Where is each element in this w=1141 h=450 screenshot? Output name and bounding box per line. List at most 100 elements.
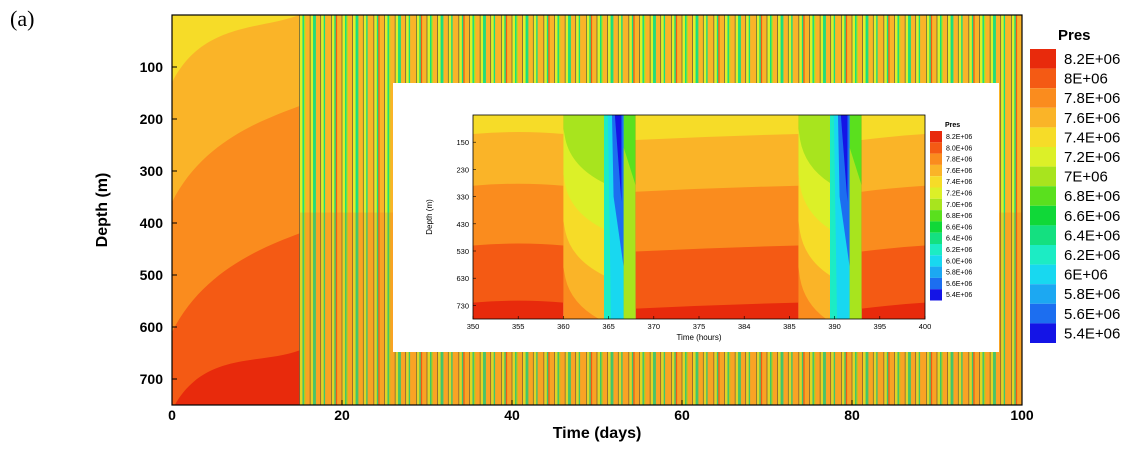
inset-y-tick-label: 430 <box>456 220 469 229</box>
main-stripe-mid <box>378 15 380 405</box>
main-plot-frame <box>171 14 1023 406</box>
inset-legend-swatch <box>930 244 942 256</box>
main-stripe-green <box>373 15 377 405</box>
inset-legend-swatch <box>930 176 942 188</box>
main-stripe-cyan <box>344 15 347 405</box>
main-stripe-cyan <box>1003 15 1006 405</box>
inset-y-ticks: 150 230 330 430 530 630 730 <box>456 138 476 310</box>
inset-y-axis-label: Depth (m) <box>425 199 434 235</box>
main-legend-swatch <box>1030 88 1056 108</box>
inset-legend-label: 6.8E+06 <box>946 213 972 220</box>
main-stripe-green <box>1011 15 1015 405</box>
main-legend-swatch <box>1030 225 1056 245</box>
main-stripe-mid <box>303 15 306 405</box>
main-y-tick-label: 100 <box>140 59 164 75</box>
main-x-tick-label: 0 <box>168 407 176 423</box>
inset-legend-label: 7.8E+06 <box>946 157 972 164</box>
inset-x-tick-label: 370 <box>648 322 661 331</box>
main-y-tick-label: 300 <box>140 163 164 179</box>
main-legend-label: 6.6E+06 <box>1064 208 1120 225</box>
inset-low-layer <box>830 115 838 319</box>
inset-x-tick-label: 385 <box>783 322 796 331</box>
inset-x-tick-label: 395 <box>874 322 887 331</box>
main-stripe-mid <box>388 15 391 405</box>
main-stripe-cyan <box>313 15 315 405</box>
inset-contour-field <box>473 115 925 319</box>
inset-legend-swatch <box>930 131 942 143</box>
main-stripe-cyan <box>387 15 389 405</box>
main-legend-label: 6.2E+06 <box>1064 247 1120 264</box>
main-stripe-green <box>352 15 356 405</box>
inset-trans-layer <box>563 115 605 183</box>
main-stripe-green <box>1000 15 1004 405</box>
main-legend-swatch <box>1030 166 1056 187</box>
inset-legend: Pres 8.2E+06 8.0E+06 7.8E+06 7.6E+06 7.4E+06… <box>930 122 972 301</box>
inset-y-tick-label: 630 <box>456 274 469 283</box>
inset-legend-label: 8.0E+06 <box>946 145 972 152</box>
inset-y-tick-label: 730 <box>456 301 469 310</box>
inset-legend-swatch <box>930 198 942 211</box>
inset-high-layer <box>635 115 799 141</box>
inset-y-tick-label: 230 <box>456 165 469 174</box>
main-y-tick-label: 400 <box>140 215 164 231</box>
main-x-ticks: 0 20 40 60 80 100 <box>168 400 1034 423</box>
main-legend-swatch <box>1030 205 1056 226</box>
inset-legend-label: 7.0E+06 <box>946 202 972 209</box>
main-legend-label: 8E+06 <box>1064 71 1108 88</box>
main-legend-label: 8.2E+06 <box>1064 51 1120 68</box>
main-stripe-green <box>384 15 388 405</box>
inset-x-tick-label: 384 <box>738 322 751 331</box>
inset-legend-label: 8.2E+06 <box>946 134 972 141</box>
main-legend-swatch <box>1030 147 1056 167</box>
inset-x-tick-label: 400 <box>919 322 932 331</box>
main-stripe-cyan <box>1014 15 1016 405</box>
inset-legend-label: 5.4E+06 <box>946 292 972 299</box>
inset-x-tick-label: 350 <box>467 322 480 331</box>
main-band-3 <box>172 15 300 83</box>
main-legend-swatch <box>1030 303 1056 324</box>
main-stripe-green <box>331 15 335 405</box>
inset-high-layer <box>473 115 564 186</box>
main-legend-swatch <box>1030 49 1056 69</box>
main-stripe-green <box>310 15 314 405</box>
inset-legend-label: 6.4E+06 <box>946 236 972 243</box>
inset-y-tick-label: 530 <box>456 247 469 256</box>
main-stripe-green <box>320 15 324 405</box>
main-stripe-mid <box>325 15 327 405</box>
inset-legend-swatch <box>930 232 942 244</box>
inset-x-tick-label: 375 <box>693 322 706 331</box>
inset-legend-swatch <box>930 277 942 290</box>
panel-label: (a) <box>10 6 34 31</box>
inset-legend-label: 5.6E+06 <box>946 281 972 288</box>
inset-legend-title: Pres <box>945 122 960 129</box>
main-stripe-green <box>299 15 303 405</box>
main-stripe-green <box>342 15 345 405</box>
main-stripe-cyan <box>366 15 368 405</box>
main-stripe-green <box>363 15 367 405</box>
main-x-tick-label: 40 <box>504 407 520 423</box>
inset-x-tick-label: 365 <box>602 322 615 331</box>
inset-legend-label: 5.8E+06 <box>946 270 972 277</box>
inset-high-layer <box>473 115 564 135</box>
inset-legend-label: 7.2E+06 <box>946 191 972 198</box>
main-y-tick-label: 700 <box>140 371 164 387</box>
main-legend-swatch <box>1030 264 1056 285</box>
inset-legend-swatch <box>930 142 942 154</box>
main-legend-label: 6.4E+06 <box>1064 227 1120 244</box>
main-legend-swatch <box>1030 127 1056 147</box>
inset-legend-swatch <box>930 164 942 177</box>
main-y-tick-label: 600 <box>140 319 164 335</box>
main-legend-label: 5.4E+06 <box>1064 325 1120 342</box>
inset-legend-label: 6.6E+06 <box>946 224 972 231</box>
main-stripe-mid <box>357 15 359 405</box>
inset-low-layer <box>623 147 636 319</box>
main-legend-label: 7E+06 <box>1064 169 1108 186</box>
main-legend-swatch <box>1030 107 1056 128</box>
inset-low-layer <box>849 147 862 319</box>
main-stripe-mid <box>314 15 316 405</box>
inset-x-axis-label: Time (hours) <box>676 333 721 342</box>
main-y-tick-label: 200 <box>140 111 164 127</box>
inset-legend-swatch <box>930 289 942 301</box>
inset-legend-swatch <box>930 266 942 278</box>
main-legend-label: 6.8E+06 <box>1064 188 1120 205</box>
